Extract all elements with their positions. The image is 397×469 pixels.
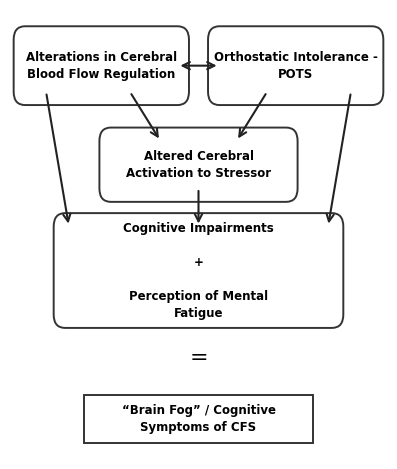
Text: Orthostatic Intolerance -
POTS: Orthostatic Intolerance - POTS [214,51,378,81]
FancyBboxPatch shape [84,395,313,443]
Text: Altered Cerebral
Activation to Stressor: Altered Cerebral Activation to Stressor [126,150,271,180]
FancyBboxPatch shape [99,128,298,202]
FancyBboxPatch shape [13,26,189,105]
Text: =: = [189,348,208,368]
FancyBboxPatch shape [208,26,384,105]
Text: Cognitive Impairments

+

Perception of Mental
Fatigue: Cognitive Impairments + Perception of Me… [123,221,274,319]
FancyBboxPatch shape [54,213,343,328]
Text: “Brain Fog” / Cognitive
Symptoms of CFS: “Brain Fog” / Cognitive Symptoms of CFS [121,404,276,434]
Text: Alterations in Cerebral
Blood Flow Regulation: Alterations in Cerebral Blood Flow Regul… [26,51,177,81]
